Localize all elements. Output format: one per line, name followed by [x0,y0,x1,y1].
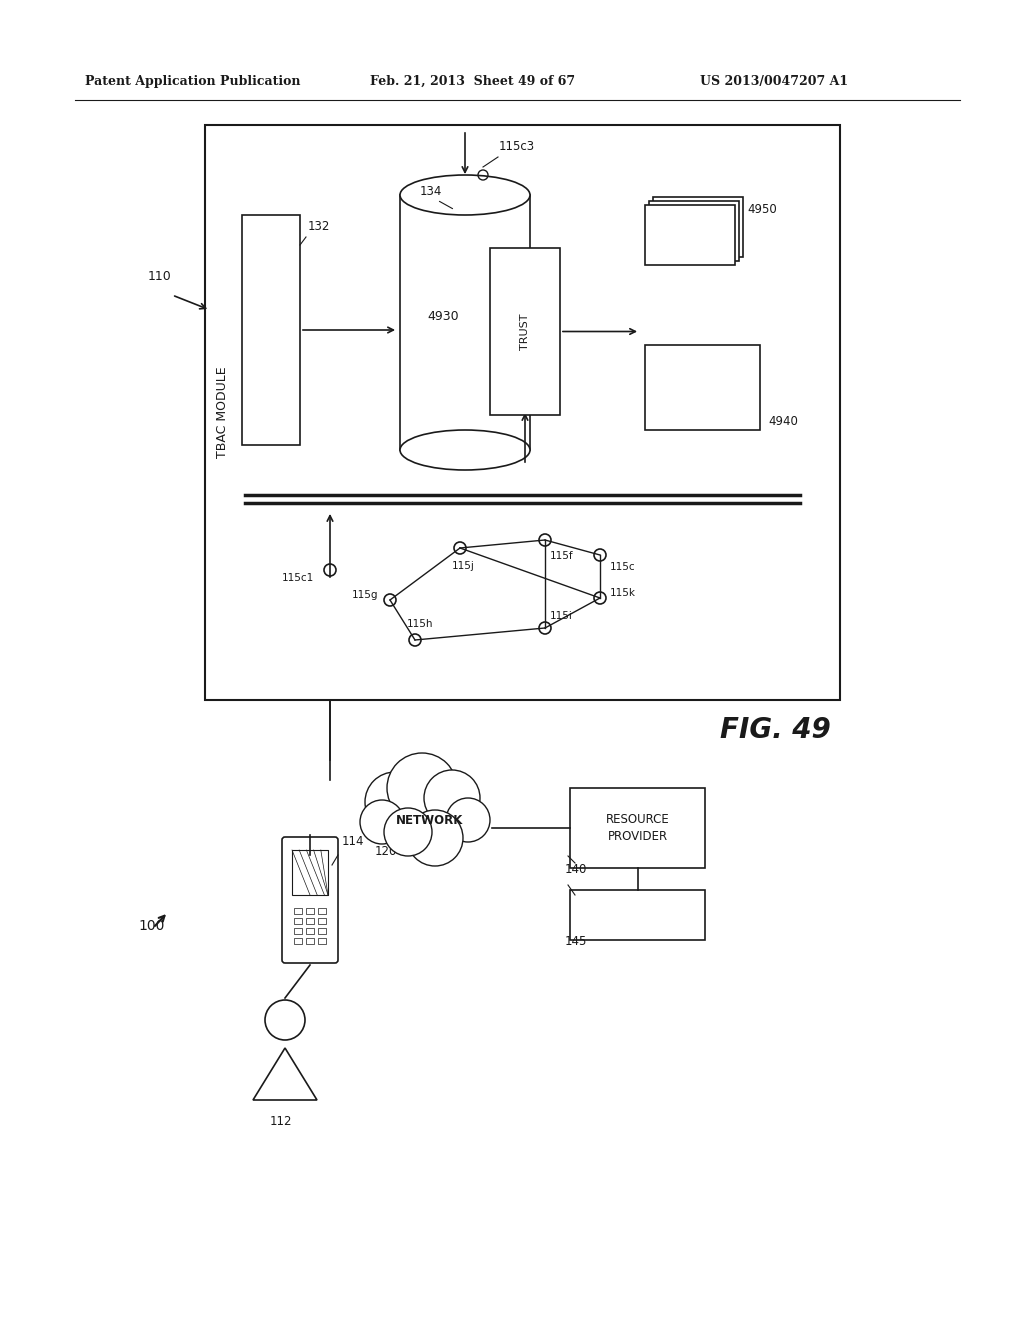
Bar [205,125,840,700]
Bar [645,205,735,265]
Circle shape [365,772,425,832]
Text: NETWORK: NETWORK [396,813,464,826]
Text: 145: 145 [565,935,588,948]
Bar [570,788,705,869]
Text: 115g: 115g [352,590,379,601]
Circle shape [360,800,404,843]
Bar [242,215,300,445]
Bar [318,917,326,924]
Bar [306,928,314,935]
Text: 140: 140 [565,863,588,876]
Text: Feb. 21, 2013  Sheet 49 of 67: Feb. 21, 2013 Sheet 49 of 67 [370,75,575,88]
Bar [653,197,743,257]
Text: TBAC MODULE: TBAC MODULE [216,367,229,458]
Bar [318,928,326,935]
Ellipse shape [400,430,530,470]
Text: 132: 132 [308,220,331,234]
Text: 120: 120 [375,845,397,858]
Text: 4930: 4930 [427,310,459,323]
Bar [645,345,760,430]
Circle shape [424,770,480,826]
Bar [294,939,302,944]
Ellipse shape [400,176,530,215]
Text: 115c: 115c [610,562,636,572]
Bar [306,917,314,924]
Text: FIG. 49: FIG. 49 [720,715,830,744]
Text: 115f: 115f [550,550,573,561]
Text: TRUST: TRUST [520,313,530,350]
Circle shape [387,752,457,822]
Circle shape [384,808,432,855]
Text: Patent Application Publication: Patent Application Publication [85,75,300,88]
Text: 115c3: 115c3 [499,140,536,153]
Bar [318,939,326,944]
Text: 115k: 115k [610,587,636,598]
Bar [292,850,328,895]
Text: 115c1: 115c1 [282,573,314,583]
Bar [294,917,302,924]
Text: 4940: 4940 [768,414,798,428]
Circle shape [407,810,463,866]
Bar [306,908,314,913]
Bar [570,890,705,940]
Text: 100: 100 [138,919,165,933]
Bar [294,908,302,913]
Bar [294,928,302,935]
Text: 115h: 115h [407,619,433,630]
Text: RESOURCE
PROVIDER: RESOURCE PROVIDER [605,813,670,843]
Bar [490,248,560,414]
Text: US 2013/0047207 A1: US 2013/0047207 A1 [700,75,848,88]
Text: 115i: 115i [550,611,572,620]
Bar [649,201,739,261]
Circle shape [446,799,490,842]
Text: 114: 114 [342,836,365,847]
Text: 134: 134 [420,185,442,198]
Bar [318,908,326,913]
Bar [306,939,314,944]
Text: 4950: 4950 [746,203,777,216]
Text: 115j: 115j [452,561,475,572]
Text: 112: 112 [270,1115,293,1129]
Text: 110: 110 [148,271,172,282]
